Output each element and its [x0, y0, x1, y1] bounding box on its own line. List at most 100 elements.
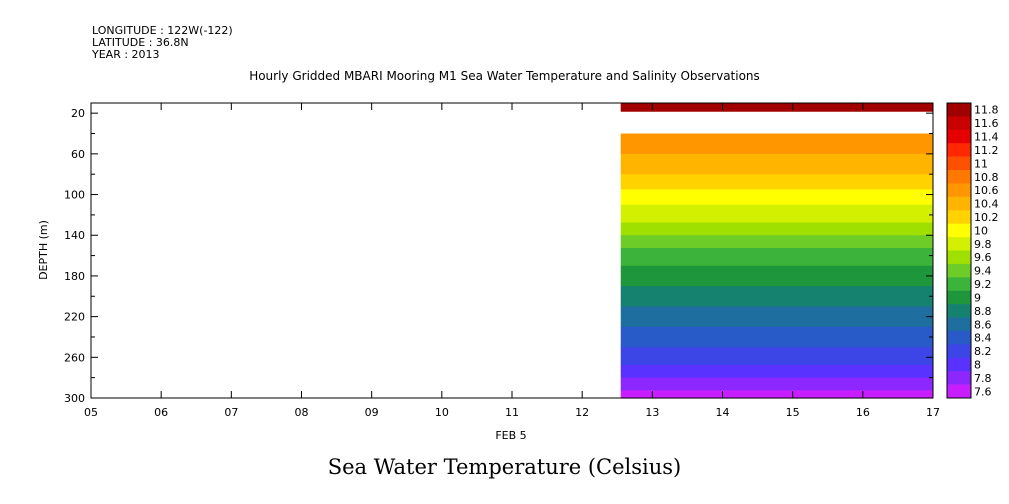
data-cell: [620, 316, 933, 320]
data-cell: [620, 204, 933, 208]
colorbar-tick-label: 11.6: [974, 117, 999, 130]
colorbar-tick-label: 9: [974, 291, 981, 304]
x-tick-label: 14: [716, 406, 730, 419]
data-cell: [620, 166, 933, 169]
colorbar: 11.811.611.411.21110.810.610.410.2109.89…: [946, 102, 999, 399]
axes: 05 06 07 08 09 10 11 12 13 14 15 16 17 20 60 100 140 180 2…: [64, 102, 940, 419]
data-cell: [620, 336, 933, 341]
data-cell: [620, 143, 933, 146]
colorbar-tick-label: 10.2: [974, 211, 999, 224]
data-cell: [620, 395, 933, 399]
colorbar-tick-label: 10.6: [974, 184, 999, 197]
colorbar-swatch: [947, 116, 971, 131]
data-cell: [620, 349, 933, 353]
y-tick-label: 180: [64, 270, 85, 283]
data-cell: [620, 329, 933, 333]
data-cell: [620, 147, 933, 150]
colorbar-tick-label: 9.6: [974, 251, 992, 264]
data-cell: [620, 107, 933, 109]
data-cell: [620, 258, 933, 262]
data-cell: [620, 326, 933, 330]
data-cell: [620, 151, 933, 154]
colorbar-tick-label: 9.2: [974, 278, 992, 291]
data-cell: [620, 165, 933, 168]
data-cell: [620, 380, 933, 384]
colorbar-tick-label: 10.4: [974, 198, 999, 211]
data-cell: [620, 171, 933, 174]
data-cell: [620, 188, 933, 191]
data-cell: [620, 190, 933, 193]
x-tick-label: 13: [645, 406, 659, 419]
y-tick-label: 140: [64, 229, 85, 242]
data-cell: [620, 293, 933, 297]
data-cell: [620, 170, 933, 173]
latitude-label: LATITUDE : 36.8N: [92, 36, 189, 49]
data-cell: [620, 217, 933, 221]
year-label: YEAR : 2013: [92, 48, 160, 61]
data-cell: [620, 362, 933, 366]
colorbar-swatch: [947, 183, 971, 198]
data-cell: [620, 308, 933, 313]
data-cell: [620, 359, 933, 363]
data-cell: [620, 357, 933, 361]
data-cell: [620, 334, 933, 338]
colorbar-tick-label: 9.4: [974, 265, 992, 278]
data-cell: [620, 134, 933, 137]
colorbar-tick-label: 7.8: [974, 372, 992, 385]
colorbar-tick-label: 11.4: [974, 131, 999, 144]
colorbar-swatch: [947, 250, 971, 265]
data-cell: [620, 288, 933, 292]
data-cell: [620, 237, 933, 241]
data-cell: [620, 263, 933, 267]
y-axis-label: DEPTH (m): [37, 220, 50, 280]
data-cell: [620, 183, 933, 185]
colorbar-tick-label: 9.8: [974, 238, 992, 251]
x-tick-label: 05: [84, 406, 98, 419]
longitude-label: LONGITUDE : 122W(-122): [92, 24, 233, 37]
colorbar-swatch: [947, 317, 971, 332]
colorbar-swatch: [947, 344, 971, 359]
data-cell: [620, 189, 933, 192]
colorbar-tick-label: 8.2: [974, 345, 992, 358]
data-cell: [620, 141, 933, 144]
colorbar-swatch: [947, 170, 971, 184]
colorbar-swatch: [947, 304, 971, 318]
data-cell: [620, 291, 933, 295]
data-cell: [620, 186, 933, 189]
colorbar-tick-label: 8.8: [974, 305, 992, 318]
data-cell: [620, 172, 933, 175]
colorbar-swatch: [947, 103, 971, 117]
data-cell: [620, 331, 933, 336]
data-cell: [620, 193, 933, 196]
data-cell: [620, 156, 933, 159]
colorbar-swatch: [947, 129, 971, 144]
data-cell: [620, 110, 933, 112]
x-axis-label: FEB 5: [495, 429, 526, 442]
colorbar-swatch: [947, 371, 971, 385]
data-cell: [620, 212, 933, 216]
colorbar-frame: [946, 102, 972, 399]
data-cell: [620, 230, 933, 234]
data-cell: [620, 162, 933, 165]
colorbar-swatch: [947, 223, 971, 238]
x-tick-label: 16: [856, 406, 870, 419]
colorbar-swatch: [947, 156, 971, 171]
data-cell: [620, 352, 933, 356]
colorbar-tick-label: 8.6: [974, 318, 992, 331]
data-cell: [620, 104, 933, 106]
x-tick-label: 17: [926, 406, 940, 419]
y-tick-label: 260: [64, 351, 85, 364]
y-tick-label: 220: [64, 311, 85, 324]
x-tick-label: 07: [224, 406, 238, 419]
data-cell: [620, 377, 933, 381]
data-cell: [620, 185, 933, 188]
data-cell: [620, 342, 933, 346]
data-cell: [620, 152, 933, 155]
data-cell: [620, 139, 933, 142]
data-cell: [620, 194, 933, 198]
data-cell: [620, 370, 933, 374]
data-cell: [620, 281, 933, 285]
data-cell: [620, 136, 933, 138]
data-cell: [620, 298, 933, 302]
data-cell: [620, 240, 933, 244]
